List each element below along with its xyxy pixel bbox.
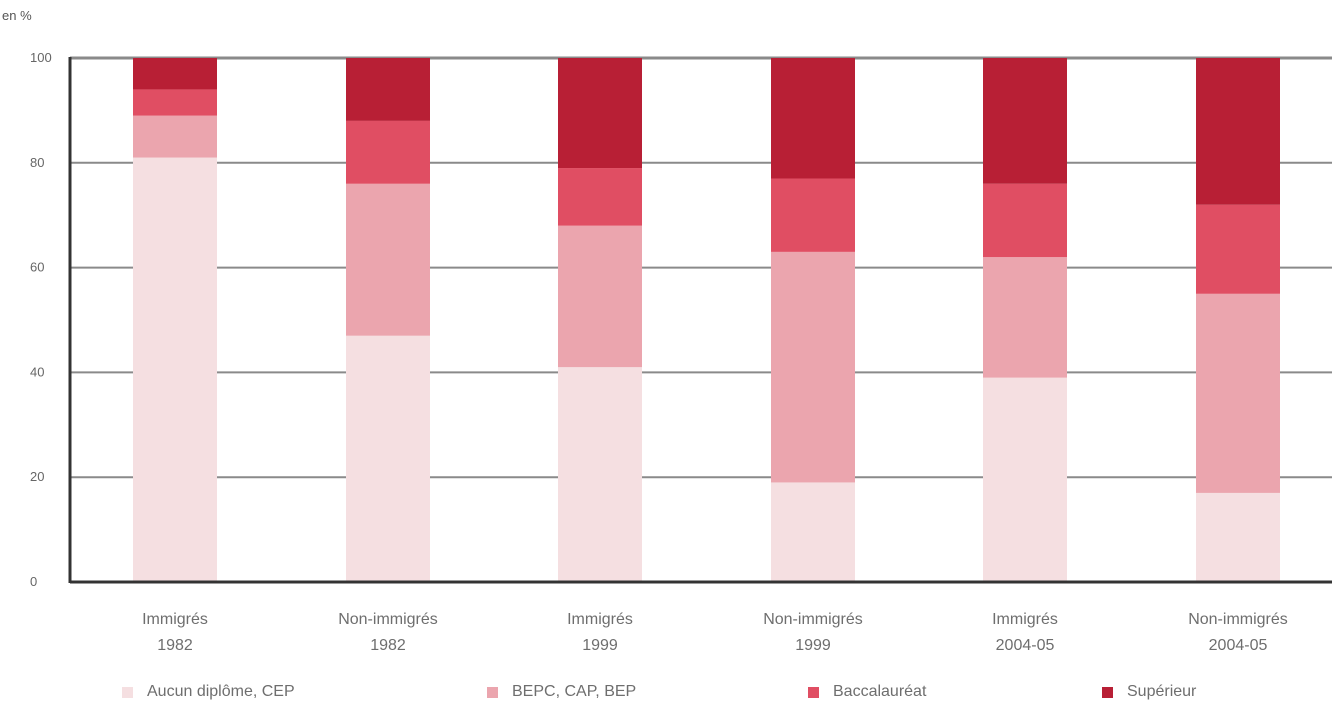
legend: Aucun diplôme, CEP BEPC, CAP, BEP Baccalau… [0, 681, 1332, 709]
y-tick-labels: 0 20 40 60 80 100 [30, 50, 52, 589]
legend-item: Baccalauréat [808, 683, 926, 701]
bar-segment [558, 367, 642, 582]
legend-label: Aucun diplôme, CEP [147, 683, 295, 700]
x-tick-label: 1982 [370, 637, 406, 654]
legend-swatch [487, 686, 498, 698]
x-tick-label: Immigrés [567, 611, 633, 628]
bar-segment [558, 168, 642, 226]
gridlines [70, 56, 1332, 479]
bar-segment [771, 482, 855, 582]
bar-stacks [133, 58, 1280, 582]
x-tick-label: Non-immigrés [1188, 611, 1288, 628]
bar-segment [558, 225, 642, 368]
y-tick-label: 60 [30, 260, 44, 275]
legend-item: Aucun diplôme, CEP [122, 683, 295, 701]
x-tick-label: Immigrés [142, 611, 208, 628]
legend-swatch [1102, 686, 1113, 698]
y-tick-label: 100 [30, 50, 52, 65]
bar-segment [133, 89, 217, 116]
legend-label: Baccalauréat [833, 683, 927, 700]
x-category-labels: Immigrés 1982 Non-immigrés 1982 Immigrés 1999… [142, 611, 1288, 654]
x-tick-label: 2004-05 [996, 637, 1055, 654]
legend-label: BEPC, CAP, BEP [512, 683, 637, 700]
bar-segment [346, 120, 430, 184]
x-tick-label: 1999 [582, 637, 618, 654]
legend-label: Supérieur [1127, 683, 1197, 700]
bar-segment [346, 58, 430, 121]
bar-segment [983, 58, 1067, 184]
bar-segment [133, 58, 217, 90]
y-tick-label: 80 [30, 155, 44, 170]
bar-segment [983, 257, 1067, 378]
legend-item: BEPC, CAP, BEP [487, 683, 636, 701]
bar-segment [983, 183, 1067, 258]
x-tick-label: 1999 [795, 637, 831, 654]
bar-segment [1196, 492, 1280, 582]
x-tick-label: 2004-05 [1209, 637, 1268, 654]
legend-item: Supérieur [1102, 683, 1196, 701]
x-tick-label: Non-immigrés [338, 611, 438, 628]
bar-segment [346, 183, 430, 336]
bar-segment [1196, 293, 1280, 493]
bar-segment [983, 377, 1067, 582]
bar-segment [558, 58, 642, 169]
bar-segment [133, 157, 217, 582]
bar-segment [346, 335, 430, 582]
legend-swatch [808, 686, 819, 698]
x-tick-label: Immigrés [992, 611, 1058, 628]
x-tick-label: 1982 [157, 637, 193, 654]
bar-segment [1196, 58, 1280, 205]
bar-segment [771, 58, 855, 179]
x-tick-label: Non-immigrés [763, 611, 863, 628]
bar-segment [771, 251, 855, 483]
bar-segment [771, 178, 855, 252]
bar-segment [133, 115, 217, 158]
y-tick-label: 40 [30, 364, 44, 379]
y-unit-label: en % [2, 8, 32, 23]
y-tick-label: 20 [30, 469, 44, 484]
axes [68, 57, 1332, 584]
bar-segment [1196, 204, 1280, 294]
legend-swatch [122, 686, 133, 698]
y-tick-label: 0 [30, 574, 37, 589]
